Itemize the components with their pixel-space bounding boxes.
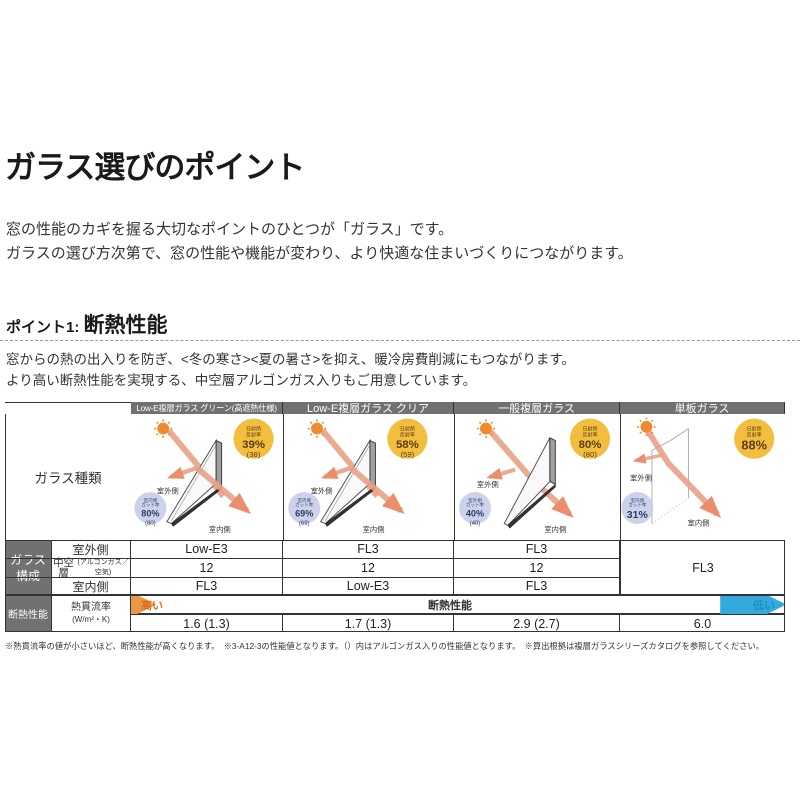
svg-text:室内側: 室内側 [363,525,385,534]
svg-text:カット率: カット率 [295,502,314,509]
svg-text:39%: 39% [242,439,265,451]
svg-text:反射率: 反射率 [583,431,598,438]
svg-text:室内側: 室内側 [544,525,566,534]
svg-text:カット率: カット率 [466,502,485,509]
svg-text:80%: 80% [579,439,602,451]
svg-text:(38): (38) [247,450,261,459]
svg-text:31%: 31% [627,509,649,521]
svg-text:40%: 40% [466,509,484,519]
svg-text:(80): (80) [145,521,156,527]
svg-text:室内側: 室内側 [688,518,710,527]
svg-text:反射率: 反射率 [400,431,415,438]
svg-text:58%: 58% [396,439,419,451]
svg-text:室外側: 室外側 [311,486,333,495]
svg-text:日射熱: 日射熱 [747,425,762,432]
svg-text:日射熱: 日射熱 [400,425,415,432]
svg-text:69%: 69% [295,509,313,519]
svg-text:カット率: カット率 [141,502,160,509]
svg-text:日射熱: 日射熱 [246,425,261,432]
svg-text:室外側: 室外側 [157,486,179,495]
svg-text:(59): (59) [400,450,414,459]
svg-text:88%: 88% [741,438,767,453]
svg-text:日射熱: 日射熱 [583,425,598,432]
svg-text:室外側: 室外側 [630,474,652,483]
svg-text:(69): (69) [299,521,310,527]
svg-text:(80): (80) [583,450,597,459]
svg-text:(40): (40) [470,521,481,527]
svg-text:カット率: カット率 [628,502,647,509]
svg-text:室内側: 室内側 [209,525,231,534]
svg-text:反射率: 反射率 [246,431,261,438]
svg-text:室外側: 室外側 [477,480,499,489]
svg-text:80%: 80% [141,509,159,519]
